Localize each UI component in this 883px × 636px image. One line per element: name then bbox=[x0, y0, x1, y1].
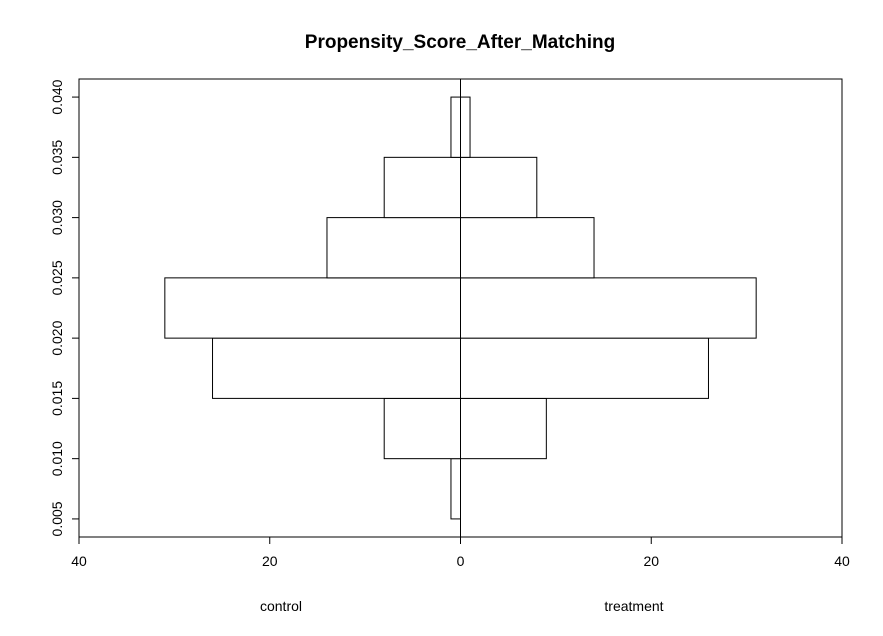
bar-control-1 bbox=[383, 397, 462, 460]
y-tick-label-1: 0.010 bbox=[49, 441, 65, 476]
x-tick-label-2: 0 bbox=[457, 553, 465, 569]
bar-control-5 bbox=[383, 156, 462, 219]
y-tick-label-3: 0.020 bbox=[49, 320, 65, 355]
bar-control-0 bbox=[450, 458, 461, 520]
bar-control-6 bbox=[450, 96, 461, 158]
bar-control-2 bbox=[212, 337, 461, 399]
x-tick-label-3: 20 bbox=[643, 553, 659, 569]
x-tick-label-4: 40 bbox=[834, 553, 850, 569]
x-tick-label-1: 20 bbox=[262, 553, 278, 569]
chart-title: Propensity_Score_After_Matching bbox=[305, 32, 615, 53]
y-tick-label-2: 0.015 bbox=[49, 381, 65, 416]
y-tick-label-5: 0.030 bbox=[49, 200, 65, 235]
y-tick-label-7: 0.040 bbox=[49, 79, 65, 114]
bar-treatment-5 bbox=[460, 156, 538, 219]
x-tick-label-0: 40 bbox=[71, 553, 87, 569]
y-tick-label-4: 0.025 bbox=[49, 260, 65, 295]
bar-treatment-1 bbox=[460, 397, 547, 460]
bar-control-4 bbox=[326, 217, 461, 279]
bar-treatment-6 bbox=[460, 96, 471, 158]
bar-treatment-2 bbox=[460, 337, 709, 399]
group-label-treatment: treatment bbox=[604, 598, 663, 614]
y-tick-label-6: 0.035 bbox=[49, 140, 65, 175]
x-axis: 40 20 0 20 40 bbox=[71, 537, 850, 569]
y-axis: 0.005 0.010 0.015 0.020 0.025 0.030 0.035 0.040 bbox=[49, 79, 80, 536]
bar-treatment-3 bbox=[460, 277, 757, 339]
y-tick-label-0: 0.005 bbox=[49, 501, 65, 536]
group-label-control: control bbox=[260, 598, 302, 614]
bars-group bbox=[164, 96, 757, 520]
bar-treatment-4 bbox=[460, 217, 595, 279]
bar-control-3 bbox=[164, 277, 461, 339]
